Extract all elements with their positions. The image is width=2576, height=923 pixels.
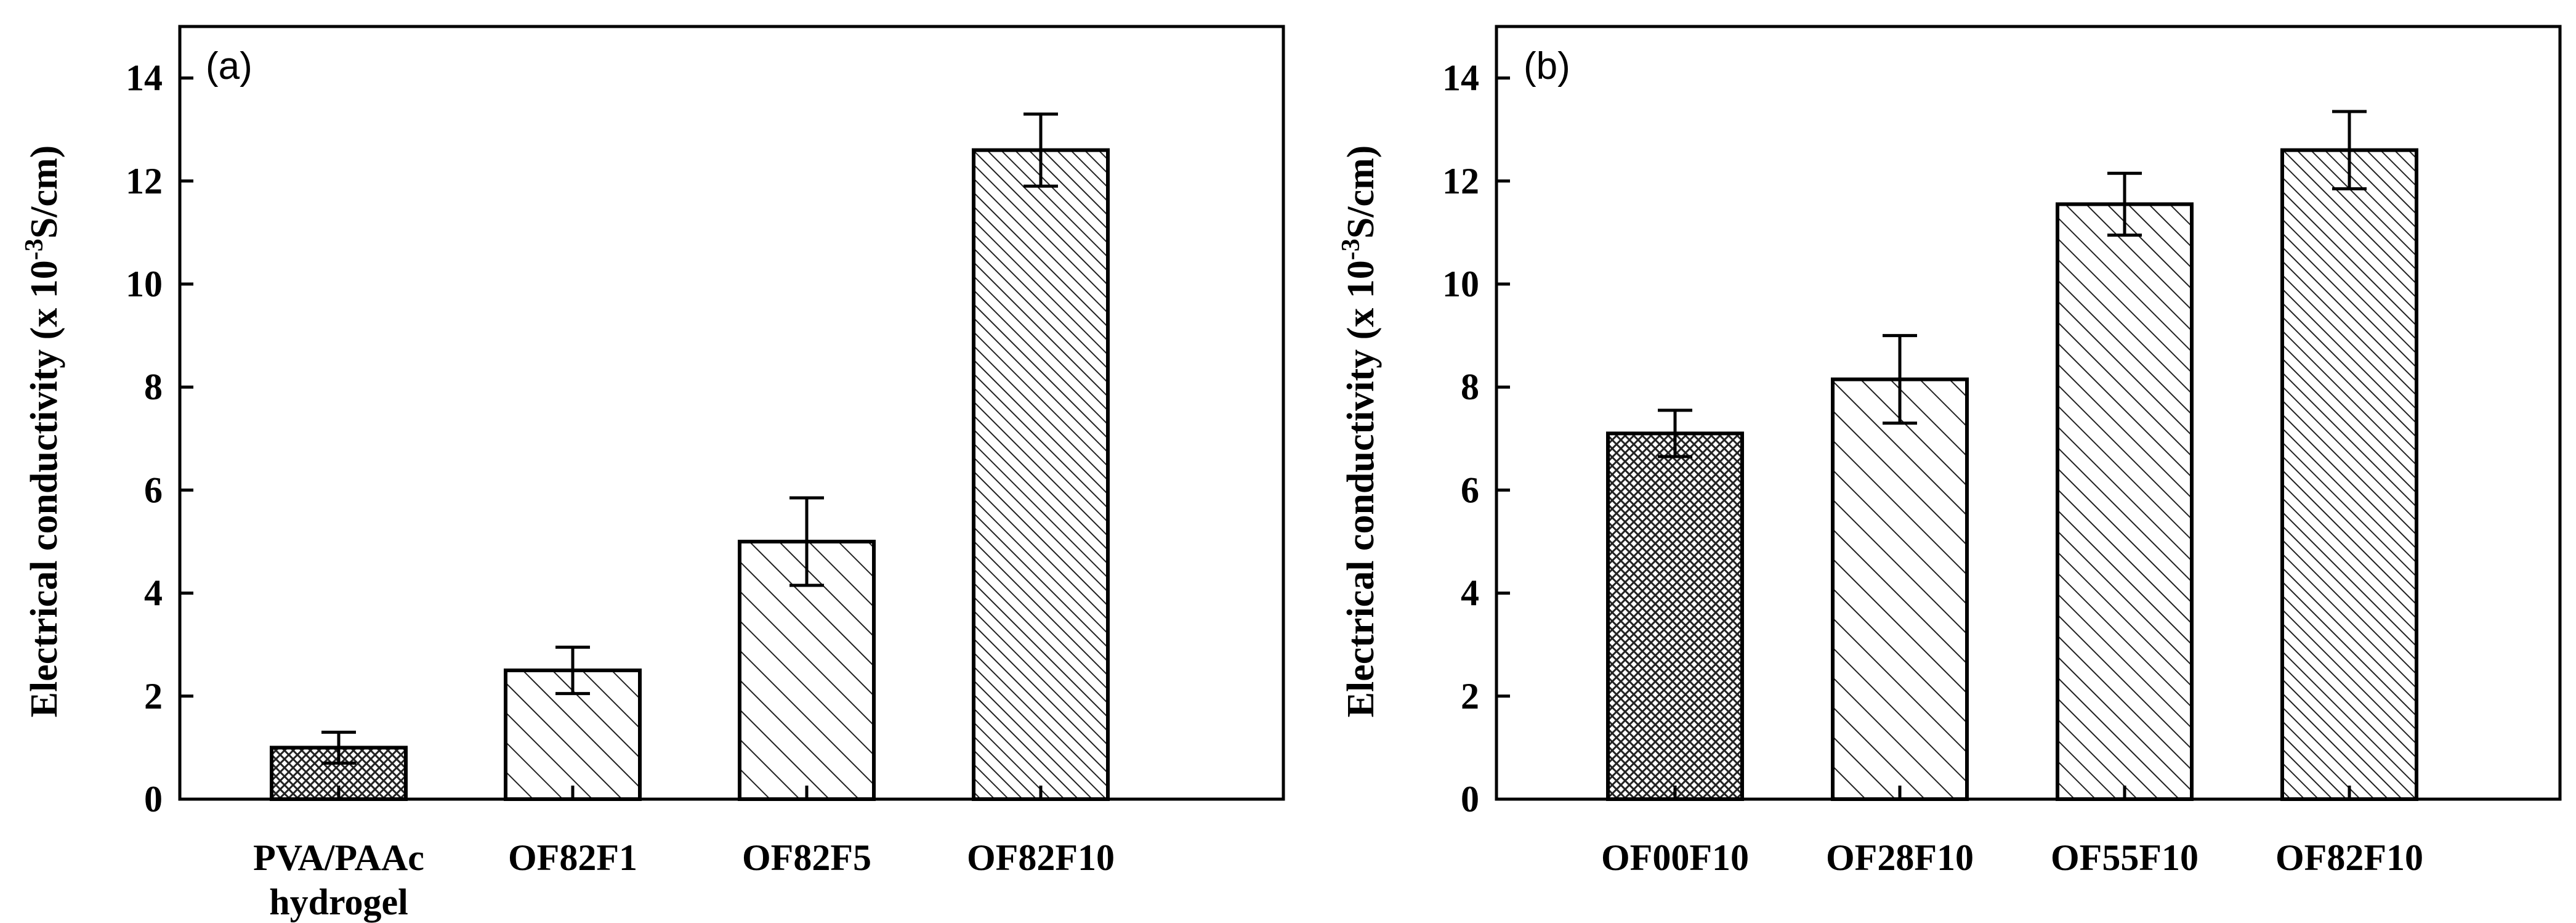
panel-b-plot-frame (1495, 25, 2562, 801)
x-tick-label: OF82F1 (508, 837, 637, 878)
x-tick-label: OF82F10 (967, 837, 1115, 878)
x-tick-label: OF28F10 (1826, 837, 1974, 878)
x-tick-label: OF55F10 (2051, 837, 2198, 878)
error-bar (1658, 409, 1692, 458)
y-tick-label: 10 (126, 264, 163, 304)
y-tick-label: 14 (126, 58, 163, 99)
error-bar (789, 496, 824, 587)
bar (1606, 431, 1744, 801)
bar (1831, 377, 1969, 801)
y-tick-label: 8 (144, 367, 163, 407)
y-tick-label: 2 (1461, 676, 1479, 717)
y-tick-label: 2 (144, 676, 163, 717)
x-tick-label: OF82F10 (2275, 837, 2423, 878)
panel-b-bars (1606, 148, 2418, 802)
y-tick-label: 12 (126, 161, 163, 201)
y-tick-label: 6 (1461, 470, 1479, 510)
y-tick-label: 12 (1442, 161, 1479, 201)
panel-a-label: (a) (206, 45, 252, 87)
y-tick-label: 4 (144, 573, 163, 614)
panel-b-ylabel-main: Electrical conductivity (x 10 (1340, 260, 1382, 717)
x-tick-label: hydrogel (269, 882, 408, 922)
panel-a-plot-frame (178, 25, 1285, 801)
error-bar (1883, 334, 1917, 425)
panel-a-ylabel-tail: S/cm) (23, 145, 65, 239)
y-tick-label: 8 (1461, 367, 1479, 407)
svg-text:Electrical conductivity (x 10-: Electrical conductivity (x 10-3S/cm) (20, 145, 65, 718)
panel-a-y-axis: 0 2 4 6 8 10 12 14 (126, 58, 193, 819)
panel-b-x-tick-labels: OF00F10 OF28F10 OF55F10 OF82F10 (1601, 786, 2423, 878)
panel-a-bars (270, 148, 1110, 802)
bar (2056, 202, 2194, 802)
x-tick-label: PVA/PAAc (253, 837, 424, 878)
panel-a-ylabel-main: Electrical conductivity (x 10 (23, 260, 65, 717)
error-bar (2107, 171, 2142, 237)
bar (2280, 148, 2418, 801)
panel-a-error-bars (321, 112, 1058, 765)
chart-panel-b: Electrical conductivity (x 10-3S/cm) 0 2 4… (1337, 25, 2562, 878)
panel-b-ylabel-sup: -3 (1337, 238, 1365, 260)
y-tick-label: 0 (144, 779, 163, 819)
error-bar (321, 730, 356, 765)
bar (972, 148, 1110, 801)
svg-text:Electrical conductivity (x 10-: Electrical conductivity (x 10-3S/cm) (1337, 145, 1382, 718)
x-tick-label: OF82F5 (742, 837, 871, 878)
panel-b-ylabel: Electrical conductivity (x 10-3S/cm) (1337, 145, 1382, 718)
y-tick-label: 6 (144, 470, 163, 510)
panel-b-y-axis: 0 2 4 6 8 10 12 14 (1442, 58, 1510, 819)
error-bar (2332, 110, 2367, 190)
panel-b-error-bars (1658, 110, 2367, 458)
panel-b-label: (b) (1524, 45, 1570, 87)
chart-panel-a: Electrical conductivity (x 10-3S/cm) 0 2 4… (20, 25, 1285, 922)
panel-a-ylabel: Electrical conductivity (x 10-3S/cm) (20, 145, 65, 718)
y-tick-label: 10 (1442, 264, 1479, 304)
y-tick-label: 4 (1461, 573, 1479, 614)
panel-a-ylabel-sup: -3 (20, 238, 49, 260)
y-tick-label: 0 (1461, 779, 1479, 819)
x-tick-label: OF00F10 (1601, 837, 1749, 878)
y-tick-label: 14 (1442, 58, 1479, 99)
panel-b-ylabel-tail: S/cm) (1340, 145, 1382, 239)
error-bar (1024, 112, 1058, 188)
error-bar (555, 645, 590, 696)
